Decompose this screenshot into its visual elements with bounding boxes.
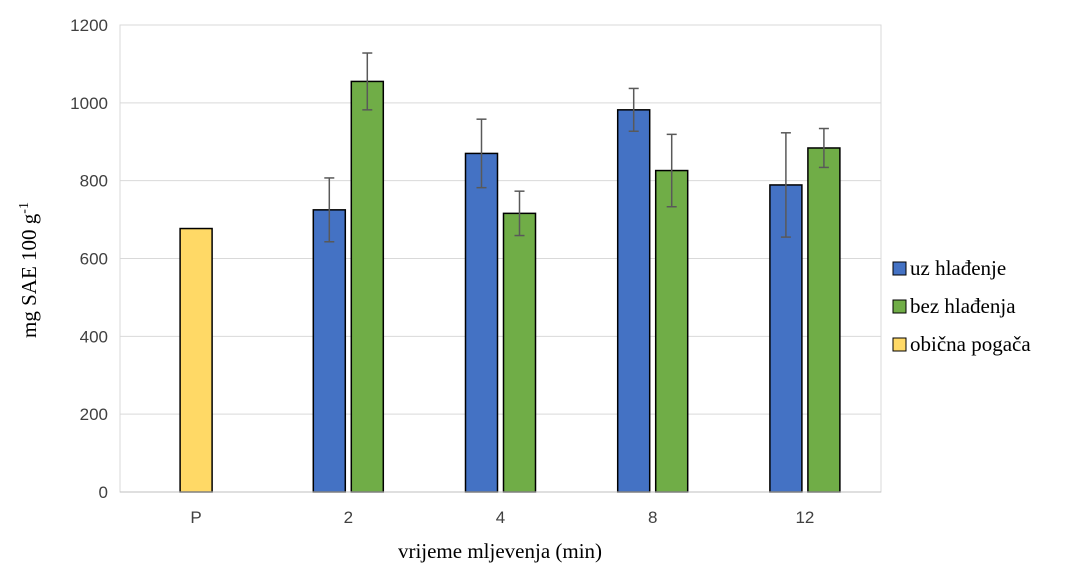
gridlines: [120, 24, 881, 415]
y-tick-label: 0: [99, 483, 108, 502]
y-tick-label: 1200: [70, 16, 108, 35]
bar: [350, 80, 385, 493]
y-tick-label: 800: [80, 172, 108, 191]
bar: [502, 212, 537, 493]
x-tick-label: 4: [496, 508, 505, 527]
y-tick-label: 200: [80, 405, 108, 424]
legend-label: bez hlađenja: [910, 294, 1016, 318]
x-tick-label: 2: [344, 508, 353, 527]
y-tick-label: 600: [80, 250, 108, 269]
legend-swatch: [892, 299, 907, 314]
legend: uz hlađenje bez hlađenja obična pogača: [892, 256, 1031, 356]
legend-swatch: [892, 261, 907, 276]
legend-swatch: [892, 337, 907, 352]
y-axis-title-main: mg SAE 100 g: [17, 213, 41, 338]
error-bars: [324, 52, 829, 243]
y-axis-ticks: 0 200 400 600 800 1000 1200: [70, 16, 108, 502]
legend-label: uz hlađenje: [910, 256, 1006, 280]
x-tick-label: 12: [795, 508, 814, 527]
x-tick-label: P: [190, 508, 201, 527]
bar: [464, 152, 499, 493]
x-axis-ticks: P 2 4 8 12: [190, 508, 814, 527]
bar: [616, 109, 651, 493]
y-tick-label: 1000: [70, 94, 108, 113]
bar: [654, 169, 689, 493]
bar: [807, 147, 841, 493]
x-axis-title: vrijeme mljevenja (min): [398, 539, 602, 563]
y-tick-label: 400: [80, 327, 108, 346]
legend-label: obična pogača: [910, 332, 1031, 356]
bar: [179, 227, 213, 493]
y-axis-title: mg SAE 100 g-1: [17, 202, 41, 338]
x-tick-label: 8: [648, 508, 657, 527]
bar: [312, 209, 347, 493]
y-axis-title-sup: -1: [17, 202, 32, 214]
